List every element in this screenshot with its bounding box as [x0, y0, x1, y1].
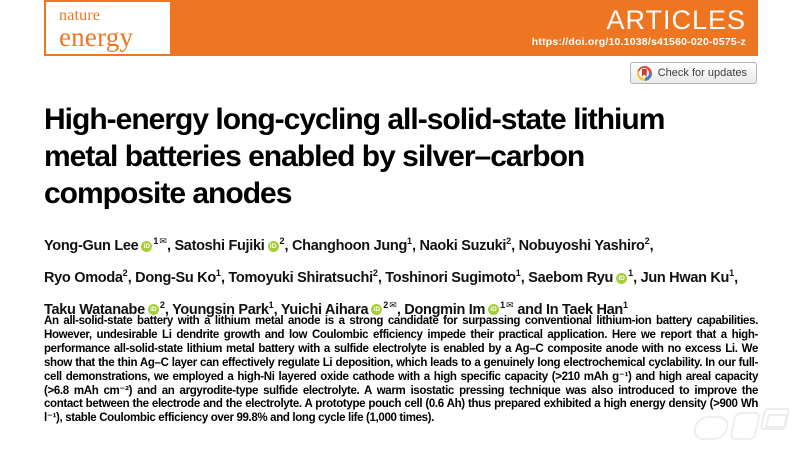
author-name: Satoshi Fujiki: [174, 237, 265, 254]
author-separator: ,: [511, 237, 519, 254]
abstract-text: An all-solid-state battery with a lithiu…: [44, 315, 758, 425]
affiliation-superscript: 2: [506, 236, 512, 246]
author-separator: ,: [396, 301, 405, 318]
author-separator: ,: [164, 301, 173, 318]
author-name: Yong-Gun Lee: [44, 237, 139, 254]
orcid-icon[interactable]: iD: [616, 272, 628, 284]
author-separator: ,: [520, 269, 529, 286]
author-separator: ,: [649, 237, 654, 254]
affiliation-superscript: 1: [515, 267, 521, 278]
author-separator: ,: [284, 237, 292, 254]
journal-logo-line2: energy: [59, 22, 134, 52]
author-separator: ,: [412, 237, 420, 254]
author-separator: ,: [377, 269, 386, 286]
email-icon[interactable]: ✉: [159, 236, 167, 246]
orcid-icon[interactable]: iD: [371, 304, 383, 316]
author-line: Yong-Gun Lee iD1✉, Satoshi Fujiki iD2, Cha…: [44, 228, 760, 260]
orcid-icon[interactable]: iD: [267, 240, 279, 252]
affiliation-superscript: 1: [628, 267, 634, 278]
author-name: Nobuyoshi Yashiro: [518, 237, 645, 254]
doi-link[interactable]: https://doi.org/10.1038/s41560-020-0575-…: [531, 36, 746, 48]
author-name: Jun Hwan Ku: [640, 269, 730, 286]
journal-logo[interactable]: nature energy: [44, 0, 172, 56]
author-name: Dongmin Im: [404, 301, 486, 318]
orcid-icon[interactable]: iD: [488, 304, 500, 316]
affiliation-superscript: 1: [215, 267, 221, 278]
affiliation-superscript: 1: [407, 236, 413, 246]
author-separator: ,: [633, 269, 641, 286]
author-separator: ,: [273, 301, 281, 318]
author-name: Youngsin Park: [172, 301, 269, 318]
author-list: Yong-Gun Lee iD1✉, Satoshi Fujiki iD2, Cha…: [44, 228, 760, 323]
author-name: Saebom Ryu: [528, 269, 614, 286]
affiliation-superscript: 2✉: [383, 299, 397, 310]
author-name: Yuichi Aihara: [280, 301, 369, 318]
author-separator: ,: [734, 269, 738, 286]
affiliation-superscript: 1✉: [153, 236, 167, 246]
email-icon[interactable]: ✉: [389, 299, 397, 310]
badge-row: Check for updates: [629, 62, 757, 86]
journal-header: nature energy ARTICLES https://doi.org/1…: [44, 0, 758, 56]
affiliation-superscript: 1: [623, 299, 629, 310]
header-band: ARTICLES https://doi.org/10.1038/s41560-…: [172, 0, 758, 56]
affiliation-superscript: 2: [372, 267, 378, 278]
journal-logo-line1: nature: [59, 7, 101, 24]
affiliation-superscript: 2: [279, 236, 285, 246]
email-icon[interactable]: ✉: [506, 299, 514, 310]
title-line: composite anodes: [44, 177, 292, 210]
section-label: ARTICLES: [606, 5, 746, 35]
author-name: Dong-Su Ko: [135, 269, 216, 286]
affiliation-superscript: 2: [644, 236, 650, 246]
check-for-updates-badge[interactable]: Check for updates: [629, 62, 757, 84]
author-name: Changhoon Jung: [292, 237, 408, 254]
affiliation-superscript: 2: [159, 299, 165, 310]
affiliation-superscript: 1: [729, 267, 735, 278]
affiliation-superscript: 1✉: [500, 299, 514, 310]
author-name: Ryo Omoda: [44, 269, 123, 286]
author-line: Ryo Omoda2, Dong-Su Ko1, Tomoyuki Shirat…: [44, 260, 760, 292]
title-line: High-energy long-cycling all-solid-state…: [44, 103, 665, 136]
affiliation-superscript: 1: [268, 299, 274, 310]
orcid-icon[interactable]: iD: [141, 240, 153, 252]
title-line: metal batteries enabled by silver–carbon: [44, 140, 585, 173]
author-line: Taku Watanabe iD2, Youngsin Park1, Yuichi…: [44, 292, 760, 324]
crossmark-icon: [636, 65, 652, 81]
article-title: High-energy long-cycling all-solid-state…: [44, 101, 760, 212]
author-separator: ,: [127, 269, 136, 286]
author-separator: ,: [166, 237, 175, 254]
author-name: Tomoyuki Shiratsuchi: [228, 269, 373, 286]
badge-label: Check for updates: [657, 67, 747, 79]
orcid-icon[interactable]: iD: [147, 304, 159, 316]
affiliation-superscript: 2: [122, 267, 128, 278]
author-name: In Taek Han: [545, 301, 623, 318]
author-name: Naoki Suzuki: [419, 237, 507, 254]
author-name: Taku Watanabe: [44, 301, 145, 318]
author-name: Toshinori Sugimoto: [385, 269, 516, 286]
author-separator: ,: [220, 269, 229, 286]
author-separator: and: [513, 301, 546, 318]
